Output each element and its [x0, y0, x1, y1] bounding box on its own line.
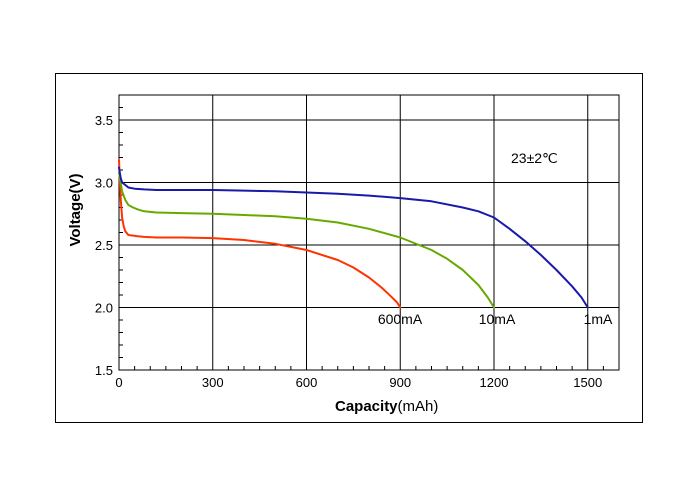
y-tick-label: 2.5 — [95, 238, 113, 253]
series-lines — [118, 159, 589, 309]
x-axis-title-main: Capacity — [335, 398, 398, 415]
tick-labels: 0 300 600 900 1200 1500 1.5 2.0 2.5 3.0 3.5 — [95, 113, 602, 390]
series-label-10mA: 10mA — [479, 311, 516, 327]
series-line-1mA — [118, 166, 589, 309]
x-tick-label: 300 — [202, 375, 224, 390]
y-tick-label: 1.5 — [95, 363, 113, 378]
x-axis-title-unit: (mAh) — [398, 398, 439, 415]
temperature-annotation: 23±2℃ — [511, 150, 558, 166]
x-axis-title: Capacity(mAh) — [335, 398, 438, 415]
y-tick-label: 3.0 — [95, 176, 113, 191]
x-tick-label: 1200 — [480, 375, 509, 390]
y-tick-label: 2.0 — [95, 301, 113, 316]
x-tick-label: 1500 — [573, 375, 602, 390]
y-axis-title: Voltage(V) — [67, 173, 84, 246]
x-tick-label: 0 — [115, 375, 122, 390]
axes — [118, 94, 620, 371]
x-tick-label: 900 — [389, 375, 411, 390]
series-line-600mA — [118, 159, 402, 309]
y-tick-label: 3.5 — [95, 113, 113, 128]
grid — [119, 95, 619, 370]
chart-frame — [55, 73, 643, 423]
series-label-600mA: 600mA — [378, 311, 423, 327]
plot-area-border — [118, 94, 620, 371]
x-tick-label: 600 — [296, 375, 318, 390]
series-line-10mA — [118, 171, 495, 309]
series-label-1mA: 1mA — [584, 311, 613, 327]
